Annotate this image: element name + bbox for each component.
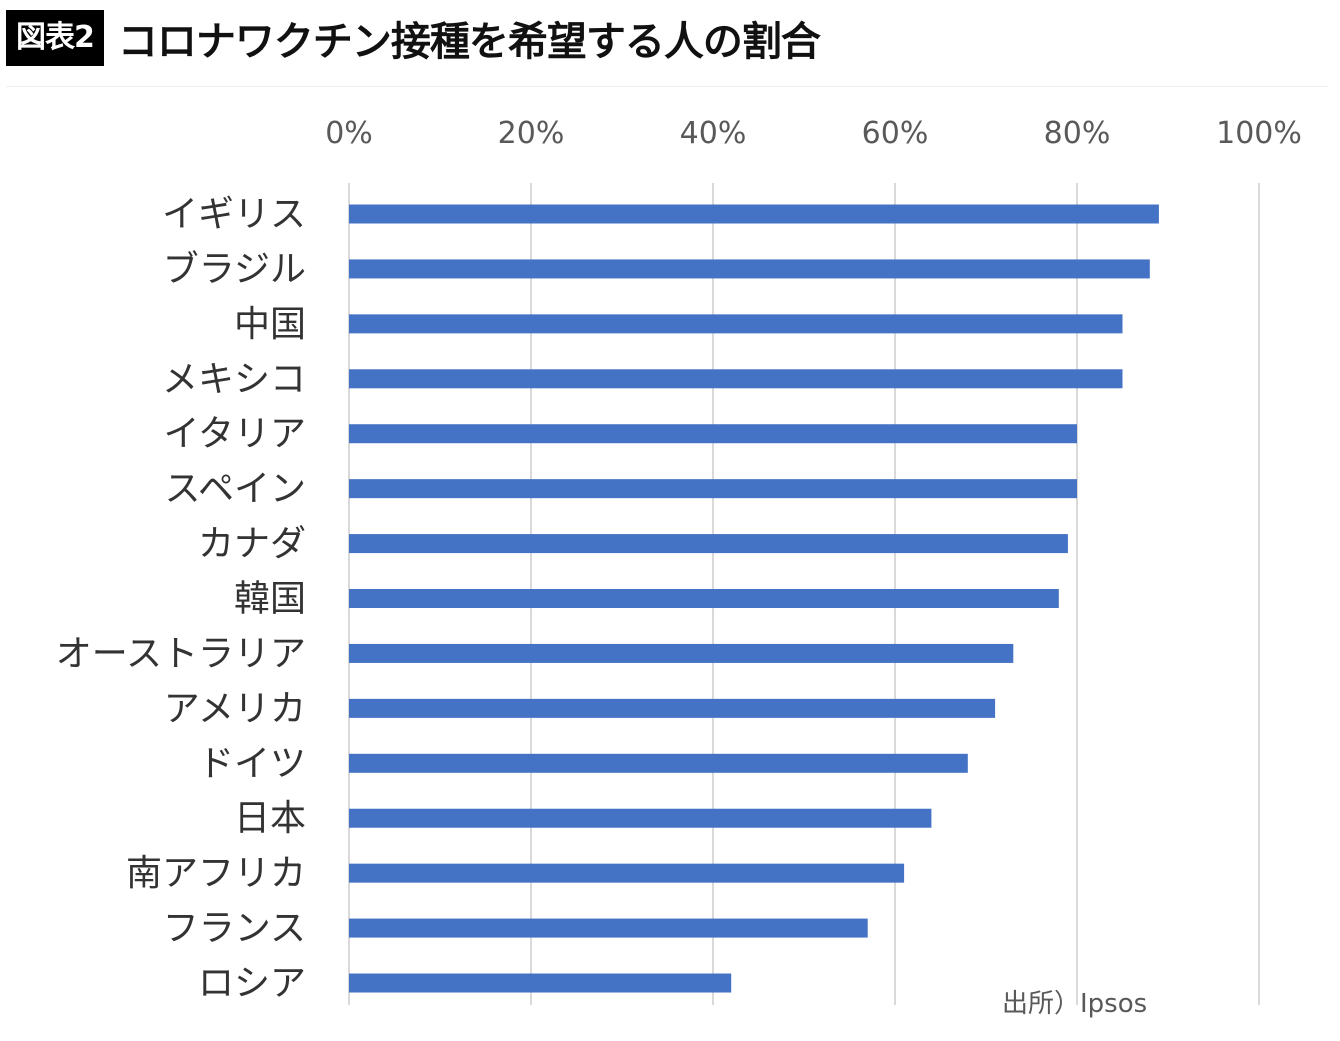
- bar: [349, 424, 1077, 444]
- bar: [349, 863, 905, 883]
- bar: [349, 973, 732, 993]
- x-tick-label: 80%: [1044, 116, 1111, 151]
- category-label: フランス: [163, 908, 306, 949]
- bar: [349, 753, 968, 773]
- category-label: ドイツ: [198, 743, 306, 784]
- category-label: 南アフリカ: [126, 853, 306, 894]
- chart-title: コロナワクチン接種を希望する人の割合: [117, 19, 821, 65]
- x-tick-label: 40%: [680, 116, 747, 151]
- x-tick-label: 60%: [862, 116, 929, 151]
- bar: [349, 643, 1014, 663]
- category-label: ロシア: [198, 963, 306, 1004]
- chart-frame: 0% 20% 40% 60% 80% 100% イギリスブラジル中国メキシコイタリアスペイ…: [6, 86, 1328, 1035]
- header: 図表2 コロナワクチン接種を希望する人の割合: [6, 10, 821, 66]
- bar: [349, 808, 932, 828]
- x-tick-labels: 0% 20% 40% 60% 80% 100%: [325, 116, 1302, 151]
- x-tick-label: 100%: [1216, 116, 1302, 151]
- category-label: カナダ: [198, 524, 306, 565]
- x-tick-label: 0%: [325, 116, 373, 151]
- bar: [349, 918, 868, 938]
- source-note: 出所）Ipsos: [1002, 989, 1147, 1019]
- x-tick-label: 20%: [498, 116, 565, 151]
- bar: [349, 479, 1077, 499]
- bar: [349, 589, 1059, 609]
- bar: [349, 534, 1068, 554]
- category-label: オーストラリア: [56, 633, 306, 674]
- category-label: イタリア: [163, 414, 306, 455]
- bar: [349, 369, 1123, 389]
- category-label: 中国: [234, 304, 306, 345]
- category-label: アメリカ: [164, 688, 306, 729]
- category-label: スペイン: [165, 469, 306, 510]
- bars: [349, 204, 1159, 993]
- bar: [349, 204, 1159, 224]
- category-label: メキシコ: [162, 359, 306, 400]
- bar: [349, 259, 1150, 279]
- bar: [349, 698, 996, 718]
- category-label: 韓国: [234, 579, 306, 620]
- figure-badge: 図表2: [6, 10, 104, 66]
- category-label: ブラジル: [163, 249, 306, 290]
- bar-chart: 0% 20% 40% 60% 80% 100% イギリスブラジル中国メキシコイタリアスペイ…: [56, 116, 1302, 1019]
- category-label: イギリス: [162, 194, 306, 235]
- category-labels: イギリスブラジル中国メキシコイタリアスペインカナダ韓国オーストラリアアメリカドイ…: [56, 194, 306, 1004]
- category-label: 日本: [234, 798, 306, 839]
- bar: [349, 314, 1123, 334]
